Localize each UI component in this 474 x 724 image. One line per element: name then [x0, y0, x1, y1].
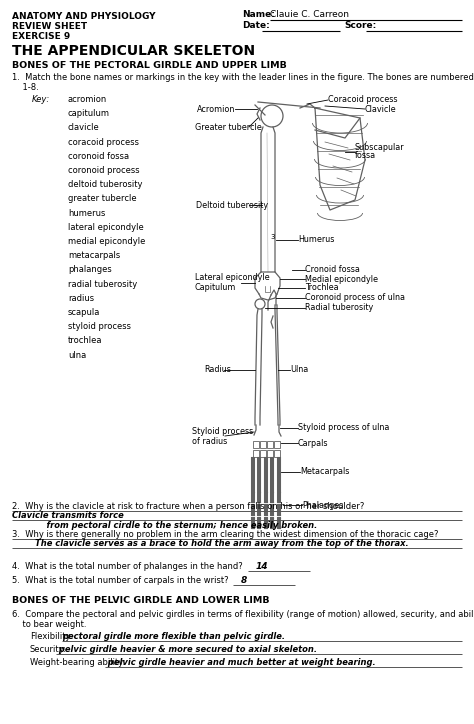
Text: Radial tuberosity: Radial tuberosity — [305, 303, 373, 313]
Text: Carpals: Carpals — [298, 439, 328, 447]
Text: Trochlea: Trochlea — [305, 284, 338, 292]
Bar — [260, 441, 266, 448]
Text: The clavicle serves as a brace to hold the arm away from the top of the thorax.: The clavicle serves as a brace to hold t… — [12, 539, 409, 548]
Text: 2.  Why is the clavicle at risk to fracture when a person falls on his or her sh: 2. Why is the clavicle at risk to fractu… — [12, 502, 365, 511]
Text: Acromion: Acromion — [197, 104, 236, 114]
Text: Radius: Radius — [204, 366, 231, 374]
Text: Styloid process: Styloid process — [192, 427, 253, 437]
Text: deltoid tuberosity: deltoid tuberosity — [68, 180, 143, 189]
Bar — [267, 450, 273, 457]
Text: ANATOMY AND PHYSIOLOGY: ANATOMY AND PHYSIOLOGY — [12, 12, 155, 21]
Text: acromion: acromion — [68, 95, 107, 104]
Text: Phalanges: Phalanges — [302, 500, 343, 510]
Text: pelvic girdle heavier & more secured to axial skeleton.: pelvic girdle heavier & more secured to … — [56, 645, 317, 654]
Text: styloid process: styloid process — [68, 322, 131, 331]
Text: fossa: fossa — [355, 151, 376, 161]
Text: Cronoid fossa: Cronoid fossa — [305, 266, 360, 274]
Text: Greater tubercle: Greater tubercle — [195, 122, 262, 132]
Bar — [260, 450, 266, 457]
Text: pectoral girdle more flexible than pelvic girdle.: pectoral girdle more flexible than pelvi… — [62, 632, 285, 641]
Text: pelvic girdle heavier and much better at weight bearing.: pelvic girdle heavier and much better at… — [105, 658, 375, 667]
Text: medial epicondyle: medial epicondyle — [68, 237, 146, 246]
Text: coronoid fossa: coronoid fossa — [68, 152, 129, 161]
Text: Security:: Security: — [30, 645, 67, 654]
Text: ulna: ulna — [68, 350, 86, 360]
Text: trochlea: trochlea — [68, 337, 102, 345]
Text: Lateral epicondyle: Lateral epicondyle — [195, 274, 270, 282]
Text: 14: 14 — [256, 562, 268, 571]
Text: Clauie C. Carreon: Clauie C. Carreon — [270, 10, 349, 19]
Text: radius: radius — [68, 294, 94, 303]
Text: phalanges: phalanges — [68, 266, 112, 274]
Text: of radius: of radius — [192, 437, 227, 445]
Text: scapula: scapula — [68, 308, 100, 317]
Text: THE APPENDICULAR SKELETON: THE APPENDICULAR SKELETON — [12, 44, 255, 58]
Bar — [274, 441, 280, 448]
Text: Key:: Key: — [32, 95, 50, 104]
Text: lateral epicondyle: lateral epicondyle — [68, 223, 144, 232]
Text: REVIEW SHEET: REVIEW SHEET — [12, 22, 87, 31]
Bar — [253, 441, 259, 448]
Text: metacarpals: metacarpals — [68, 251, 120, 260]
Text: Coracoid process: Coracoid process — [328, 96, 398, 104]
Text: EXERCISE 9: EXERCISE 9 — [12, 32, 70, 41]
Bar — [253, 450, 259, 457]
Text: Flexibility:: Flexibility: — [30, 632, 73, 641]
Text: Clavicle transmits force
            from pectoral cirdle to the sternum; hence : Clavicle transmits force from pectoral c… — [12, 511, 317, 531]
Bar — [267, 441, 273, 448]
Text: clavicle: clavicle — [68, 123, 100, 132]
Text: coracoid process: coracoid process — [68, 138, 139, 146]
Text: Score:: Score: — [344, 21, 376, 30]
Text: Humerus: Humerus — [298, 235, 334, 245]
Text: 3: 3 — [270, 234, 274, 240]
Text: Styloid process of ulna: Styloid process of ulna — [298, 424, 389, 432]
Text: greater tubercle: greater tubercle — [68, 195, 137, 203]
Text: Deltoid tuberosity: Deltoid tuberosity — [196, 201, 268, 209]
Text: Weight-bearing ability:: Weight-bearing ability: — [30, 658, 126, 667]
Text: 3.  Why is there generally no problem in the arm clearing the widest dimension o: 3. Why is there generally no problem in … — [12, 530, 438, 539]
Text: Subscapular: Subscapular — [355, 143, 405, 151]
Text: Capitulum: Capitulum — [195, 282, 237, 292]
Text: 1.  Match the bone names or markings in the key with the leader lines in the fig: 1. Match the bone names or markings in t… — [12, 73, 474, 93]
Bar — [274, 450, 280, 457]
Text: radial tuberosity: radial tuberosity — [68, 279, 137, 289]
Text: 5.  What is the total number of carpals in the wrist?: 5. What is the total number of carpals i… — [12, 576, 228, 585]
Text: 4.  What is the total number of phalanges in the hand?: 4. What is the total number of phalanges… — [12, 562, 243, 571]
Text: 6.  Compare the pectoral and pelvic girdles in terms of flexibility (range of mo: 6. Compare the pectoral and pelvic girdl… — [12, 610, 474, 629]
Text: Metacarpals: Metacarpals — [300, 468, 349, 476]
Text: Ulna: Ulna — [290, 366, 308, 374]
Text: Name:: Name: — [242, 10, 275, 19]
Text: Medial epicondyle: Medial epicondyle — [305, 274, 378, 284]
Text: Date:: Date: — [242, 21, 270, 30]
Text: humerus: humerus — [68, 209, 105, 218]
Text: Coronoid process of ulna: Coronoid process of ulna — [305, 293, 405, 303]
Text: BONES OF THE PELVIC GIRDLE AND LOWER LIMB: BONES OF THE PELVIC GIRDLE AND LOWER LIM… — [12, 596, 270, 605]
Text: Clavicle: Clavicle — [365, 104, 397, 114]
Text: 8: 8 — [241, 576, 247, 585]
Text: coronoid process: coronoid process — [68, 166, 140, 175]
Text: capitulum: capitulum — [68, 109, 110, 118]
Text: BONES OF THE PECTORAL GIRDLE AND UPPER LIMB: BONES OF THE PECTORAL GIRDLE AND UPPER L… — [12, 61, 287, 70]
